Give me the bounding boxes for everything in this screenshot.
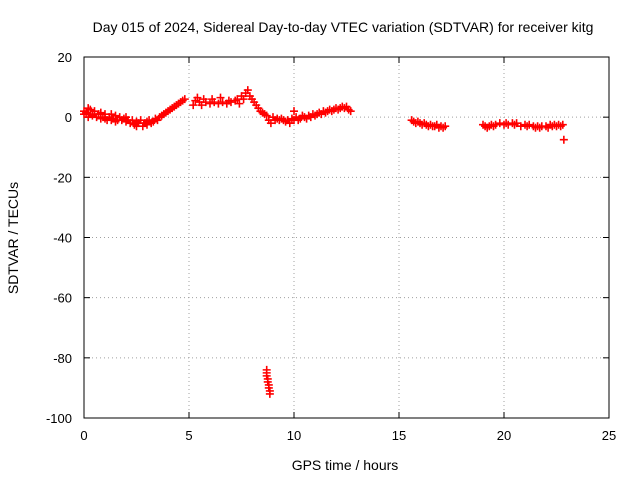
- data-point: [290, 107, 298, 116]
- data-point: [525, 120, 534, 129]
- data-point: [128, 116, 137, 125]
- x-tick-label: 25: [602, 428, 616, 443]
- data-point: [559, 135, 568, 144]
- data-point: [107, 110, 116, 119]
- y-tick-label: -40: [53, 231, 72, 246]
- data-point: [441, 122, 450, 131]
- data-point: [239, 95, 248, 104]
- data-point: [265, 389, 274, 398]
- x-tick-label: 15: [392, 428, 406, 443]
- y-tick-label: 20: [58, 50, 72, 65]
- data-point: [227, 98, 235, 107]
- data-point: [193, 93, 202, 102]
- data-point: [180, 95, 189, 104]
- y-axis-label: SDTVAR / TECUs: [5, 182, 21, 294]
- data-point: [197, 101, 206, 110]
- y-tick-label: 0: [65, 110, 72, 125]
- data-point: [262, 111, 271, 120]
- data-point: [210, 98, 219, 107]
- data-point: [285, 119, 294, 128]
- data-points: [80, 86, 568, 398]
- data-point: [111, 111, 120, 120]
- data-point: [491, 120, 500, 129]
- data-point: [266, 119, 275, 128]
- x-tick-label: 5: [185, 428, 192, 443]
- data-point: [206, 99, 214, 108]
- data-point: [201, 98, 210, 107]
- data-point: [86, 105, 95, 114]
- data-point: [90, 107, 99, 116]
- chart-title: Day 015 of 2024, Sidereal Day-to-day VTE…: [93, 19, 594, 35]
- data-point: [235, 99, 244, 108]
- data-point: [96, 108, 105, 117]
- data-point: [243, 86, 252, 95]
- x-tick-label: 0: [80, 428, 87, 443]
- x-tick-label: 20: [497, 428, 511, 443]
- x-axis-label: GPS time / hours: [292, 457, 399, 473]
- data-point: [558, 120, 567, 129]
- data-point: [512, 119, 521, 128]
- y-tick-label: -80: [53, 351, 72, 366]
- grid: [84, 57, 609, 418]
- data-point: [82, 108, 91, 117]
- data-point: [214, 99, 223, 108]
- data-point: [136, 116, 145, 125]
- x-tick-label: 10: [287, 428, 301, 443]
- y-tick-label: -100: [46, 411, 72, 426]
- y-tick-label: -20: [53, 170, 72, 185]
- data-point: [216, 93, 225, 102]
- data-point: [143, 120, 151, 129]
- data-point: [346, 107, 355, 116]
- data-point: [218, 98, 227, 107]
- y-tick-label: -60: [53, 291, 72, 306]
- plot-frame: [83, 56, 610, 419]
- data-point: [189, 101, 198, 110]
- axis-ticks: 0 5 10 15 20 25 -100 -80 -60 -40 -20 0 20: [46, 50, 616, 443]
